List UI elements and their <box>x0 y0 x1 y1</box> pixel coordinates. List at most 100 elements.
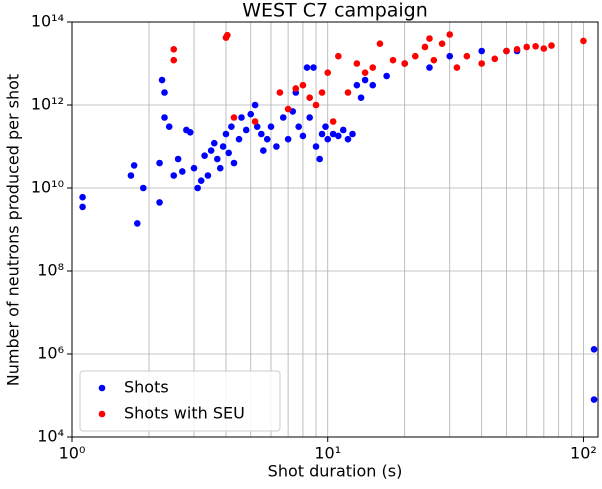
point <box>207 147 215 154</box>
point <box>127 172 135 179</box>
point <box>361 69 369 77</box>
point <box>421 43 429 51</box>
point <box>426 64 433 71</box>
point <box>225 149 233 157</box>
y-tick-label: 10⁴ <box>37 427 64 446</box>
point <box>179 168 186 175</box>
point <box>247 110 255 118</box>
point <box>267 123 275 130</box>
point <box>284 135 292 143</box>
point <box>210 139 218 147</box>
point <box>344 135 352 143</box>
point <box>310 64 317 71</box>
point <box>170 172 178 179</box>
legend-label: Shots <box>124 378 169 397</box>
y-tick-label: 10¹² <box>31 95 64 114</box>
point <box>322 123 329 130</box>
point <box>430 56 438 64</box>
point <box>222 130 230 138</box>
point <box>161 89 168 96</box>
point <box>532 42 539 50</box>
point <box>369 64 377 71</box>
x-tick-label: 10⁰ <box>59 444 86 463</box>
point <box>228 123 235 130</box>
point <box>324 69 332 77</box>
point <box>263 135 271 143</box>
point <box>478 60 485 67</box>
point <box>349 130 356 138</box>
point <box>463 52 471 60</box>
point <box>344 89 352 96</box>
legend-marker <box>98 384 106 392</box>
point <box>411 52 419 60</box>
point <box>238 114 245 121</box>
point <box>133 220 141 227</box>
point <box>426 35 433 42</box>
point <box>230 159 238 167</box>
point <box>216 164 224 172</box>
y-axis-label: Number of neutrons produced per shot <box>4 74 23 386</box>
point <box>312 143 320 150</box>
point <box>251 101 259 109</box>
point <box>580 37 587 45</box>
y-tick-label: 10⁸ <box>37 261 64 280</box>
point <box>369 81 377 89</box>
point <box>295 123 302 130</box>
point <box>303 64 311 71</box>
point <box>306 114 313 121</box>
point <box>453 64 461 71</box>
point <box>299 81 307 89</box>
point <box>590 345 598 353</box>
point <box>260 147 267 154</box>
point <box>306 94 313 101</box>
point <box>503 47 510 55</box>
point <box>316 155 323 163</box>
point <box>170 45 178 53</box>
point <box>273 143 280 150</box>
point <box>335 132 342 140</box>
point <box>312 101 320 109</box>
legend-marker <box>98 410 106 418</box>
point <box>324 135 332 143</box>
point <box>318 89 326 96</box>
point <box>446 31 454 38</box>
x-axis-label: Shot duration (s) <box>268 462 403 481</box>
point <box>361 76 369 84</box>
point <box>279 114 287 121</box>
legend-label: Shots with SEU <box>124 404 245 423</box>
y-tick-label: 10⁶ <box>37 344 64 363</box>
point <box>353 60 361 67</box>
point <box>276 89 284 96</box>
point <box>214 155 221 163</box>
point <box>197 177 205 184</box>
x-tick-label: 10¹ <box>314 444 341 463</box>
point <box>446 52 454 60</box>
point <box>190 164 198 172</box>
point <box>339 126 347 134</box>
point <box>523 43 531 51</box>
point <box>329 130 337 138</box>
point <box>158 76 166 84</box>
point <box>156 199 163 206</box>
point <box>353 81 361 89</box>
y-tick-label: 10¹⁰ <box>31 178 64 197</box>
point <box>357 94 365 101</box>
point <box>389 56 397 64</box>
point <box>491 55 499 63</box>
point <box>590 396 598 403</box>
point <box>253 123 261 130</box>
chart-title: WEST C7 campaign <box>242 0 428 22</box>
point <box>139 184 147 192</box>
point <box>299 132 307 140</box>
point <box>292 85 300 92</box>
point <box>329 118 337 125</box>
point <box>165 123 173 130</box>
point <box>130 162 138 169</box>
legend-box <box>79 370 281 432</box>
point <box>194 184 201 192</box>
y-tick-label: 10¹⁴ <box>31 12 64 31</box>
point <box>219 143 227 150</box>
point <box>204 172 212 179</box>
point <box>79 203 86 211</box>
